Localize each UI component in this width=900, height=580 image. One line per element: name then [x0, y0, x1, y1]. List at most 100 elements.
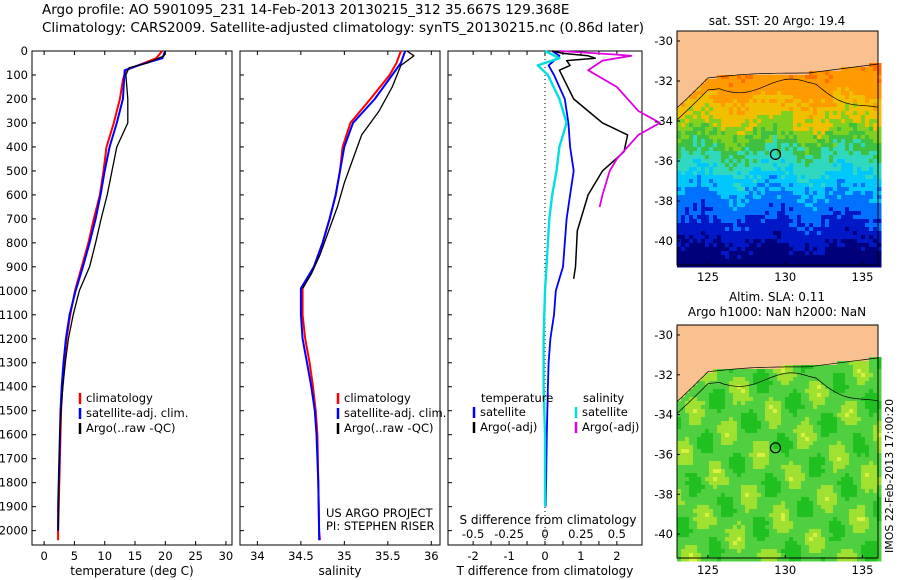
sla_map-cell	[813, 369, 818, 374]
sst_map-cell	[845, 119, 850, 124]
sst_map-cell	[797, 179, 802, 184]
sla_map-cell	[761, 453, 766, 458]
sst_map-cell	[693, 255, 698, 260]
sla_map-cell	[725, 505, 730, 510]
sla_map-cell	[765, 373, 770, 378]
sst_map-cell	[713, 123, 718, 128]
sla_map-cell	[785, 421, 790, 426]
sst_map-cell	[709, 95, 714, 100]
sst_map-cell	[713, 175, 718, 180]
sst_map-cell	[829, 199, 834, 204]
sla_map-cell	[713, 485, 718, 490]
sst_map-cell	[749, 191, 754, 196]
sst_map-cell	[785, 155, 790, 160]
sla_map-cell	[817, 417, 822, 422]
sst_map-cell	[717, 131, 722, 136]
sst_map-cell	[869, 115, 874, 120]
sla_map-cell	[733, 433, 738, 438]
sla_map-cell	[749, 389, 754, 394]
sst_map-cell	[685, 211, 690, 216]
sla_map-cell	[697, 501, 702, 506]
sst_map-cell	[725, 143, 730, 148]
sst_map-cell	[701, 159, 706, 164]
sst_map-cell	[765, 115, 770, 120]
sla_map-cell	[761, 477, 766, 482]
sla_map-cell	[773, 525, 778, 530]
sla_map-cell	[713, 489, 718, 494]
sst_map-cell	[785, 203, 790, 208]
sst_map-cell	[793, 99, 798, 104]
sst_map-cell	[785, 235, 790, 240]
sla_map-cell	[693, 429, 698, 434]
sla_map-cell	[821, 393, 826, 398]
sla_map-cell	[733, 449, 738, 454]
sla_map-cell	[841, 393, 846, 398]
sst_map-cell	[737, 79, 742, 84]
sla_map-cell	[757, 529, 762, 534]
sla_map-cell	[869, 429, 874, 434]
sla_map-cell	[761, 501, 766, 506]
sla_map-cell	[757, 461, 762, 466]
sst_map-cell	[797, 79, 802, 84]
sla_map-cell	[701, 405, 706, 410]
sla_map-cell	[837, 405, 842, 410]
sla_map-cell	[765, 545, 770, 550]
sst_map-cell	[865, 183, 870, 188]
sla_map-cell	[873, 441, 878, 446]
sst_map-cell	[861, 127, 866, 132]
sla_map-cell	[877, 445, 882, 450]
sst_map-cell	[765, 203, 770, 208]
sla_map-cell	[777, 509, 782, 514]
sst_map-cell	[705, 215, 710, 220]
sst_map-cell	[805, 211, 810, 216]
sla_map-cell	[853, 397, 858, 402]
sst_map-cell	[785, 135, 790, 140]
sla_map-cell	[693, 505, 698, 510]
sst_map-cell	[725, 195, 730, 200]
sst_map-cell	[741, 187, 746, 192]
sla_map-cell	[829, 521, 834, 526]
sst_map-cell	[781, 251, 786, 256]
sst_map-cell	[709, 195, 714, 200]
sla_map-cell	[757, 445, 762, 450]
sst_map-cell	[801, 143, 806, 148]
sst_map-cell	[793, 187, 798, 192]
sla_map-cell	[733, 373, 738, 378]
sst_map-cell	[873, 155, 878, 160]
sla_map-cell	[689, 497, 694, 502]
sst_map-cell	[801, 247, 806, 252]
sla_map-cell	[817, 465, 822, 470]
sla_map-cell	[733, 409, 738, 414]
sst_map-cell	[869, 111, 874, 116]
sla_map-cell	[873, 521, 878, 526]
sla_map-cell	[817, 505, 822, 510]
sla_map-cell	[705, 449, 710, 454]
sla_map-cell	[829, 481, 834, 486]
sst_map-cell	[741, 147, 746, 152]
sst_map-cell	[781, 171, 786, 176]
sla_map-cell	[721, 409, 726, 414]
sst_map-cell	[681, 187, 686, 192]
sst_map-cell	[693, 219, 698, 224]
sla_map-cell	[805, 457, 810, 462]
sla_map-cell	[701, 501, 706, 506]
sla_map-cell	[849, 521, 854, 526]
sla_map-cell	[857, 545, 862, 550]
sst_map-cell	[785, 107, 790, 112]
sla_map-cell	[741, 465, 746, 470]
sst_map-cell	[705, 167, 710, 172]
sst_map-cell	[701, 87, 706, 92]
sla_map-cell	[781, 385, 786, 390]
sla_map-cell	[801, 377, 806, 382]
sla_map-cell	[777, 373, 782, 378]
sst_map-cell	[785, 215, 790, 220]
sla_map-cell	[733, 453, 738, 458]
sla_map-cell	[681, 473, 686, 478]
sla_map-cell	[737, 505, 742, 510]
sla_map-cell	[681, 493, 686, 498]
sst_map-cell	[833, 151, 838, 156]
sla_map-cell	[841, 377, 846, 382]
sla_map-cell	[789, 393, 794, 398]
sst_map-cell	[821, 147, 826, 152]
sst_map-cell	[757, 115, 762, 120]
